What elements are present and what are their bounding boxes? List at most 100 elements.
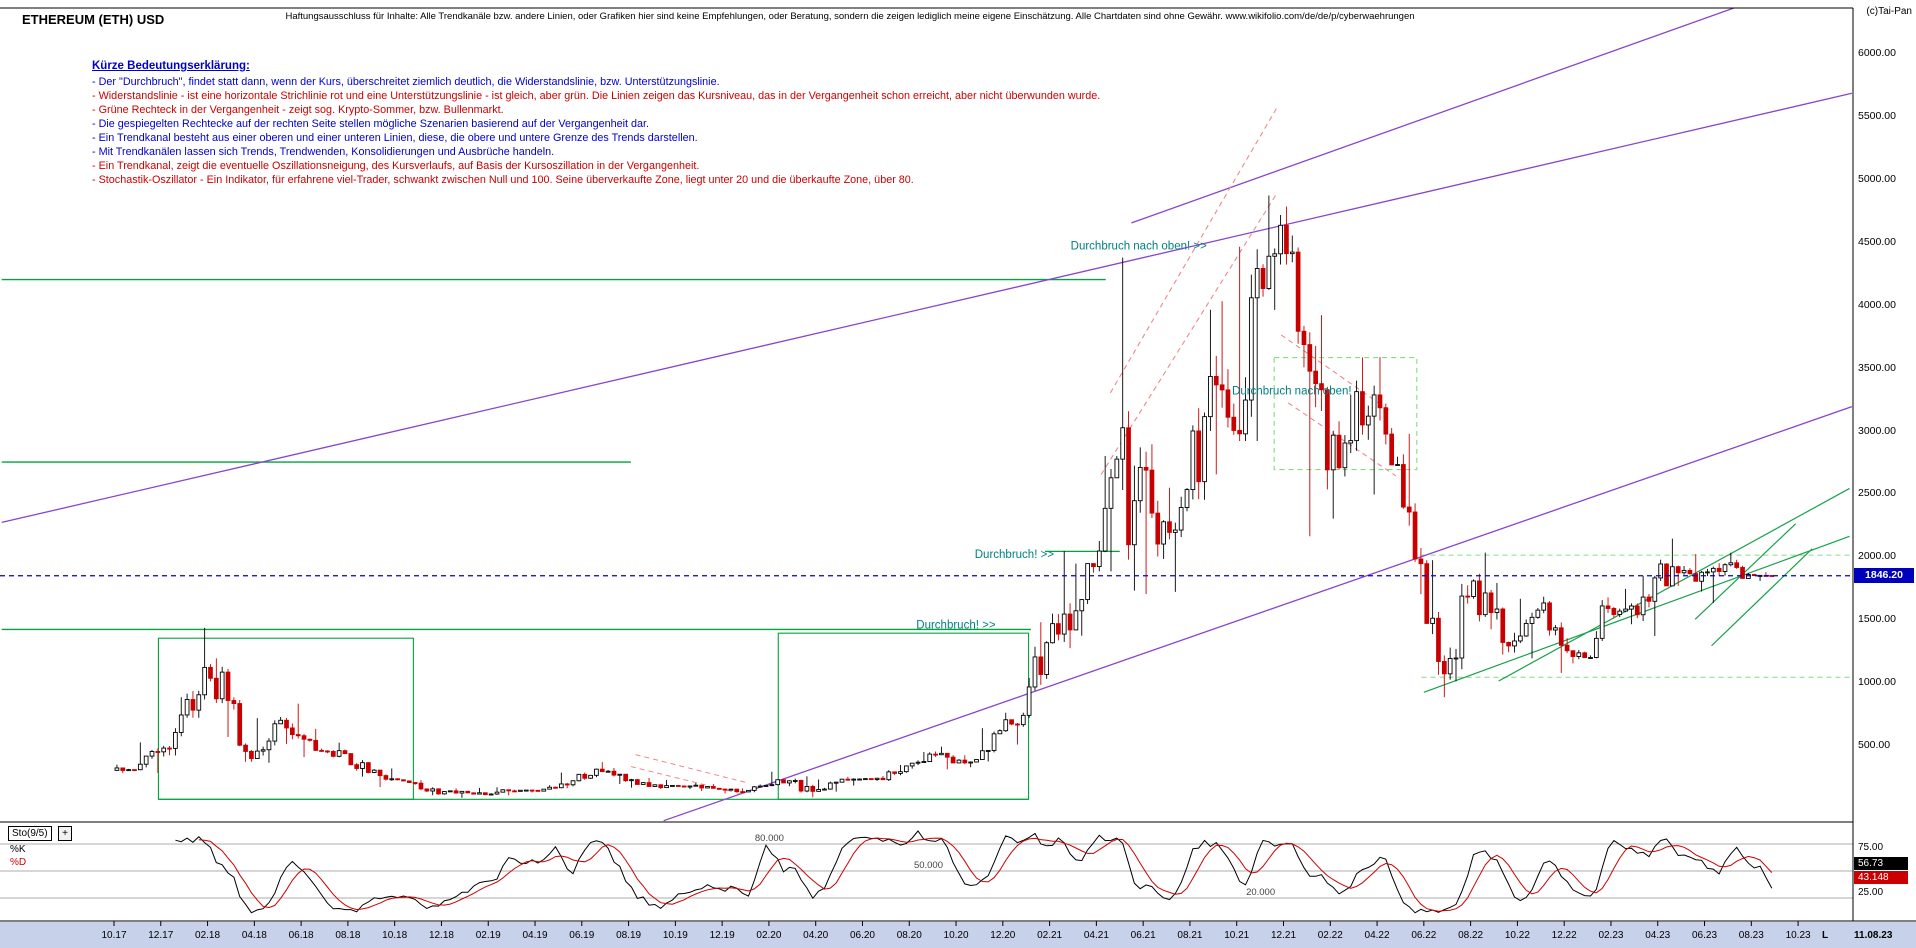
scenario-box bbox=[157, 637, 414, 800]
date-tick-label: 12.18 bbox=[428, 930, 454, 941]
date-tick-label: 04.18 bbox=[241, 930, 267, 941]
legend-line: - Der "Durchbruch", findet statt dann, w… bbox=[92, 76, 720, 88]
price-tick-label: 5000.00 bbox=[1858, 172, 1896, 185]
date-tick-label: 04.22 bbox=[1364, 930, 1390, 941]
stoch-d-value-badge: 43.148 bbox=[1854, 871, 1908, 884]
date-tick-label: 02.19 bbox=[475, 930, 501, 941]
legend-line: - Widerstandslinie - ist eine horizontal… bbox=[92, 90, 1101, 102]
date-tick-label: 06.22 bbox=[1411, 930, 1437, 941]
breakout-annotation: Durchbruch! >> bbox=[916, 619, 996, 631]
date-tick-label: 12.21 bbox=[1270, 930, 1297, 941]
date-tick-label: 08.21 bbox=[1177, 930, 1203, 941]
price-tick-label: 4000.00 bbox=[1858, 298, 1896, 311]
scenario-box bbox=[777, 632, 1030, 800]
candlestick-series bbox=[114, 195, 1775, 798]
date-tick-label: 02.20 bbox=[756, 930, 782, 941]
stoch-d-line bbox=[198, 837, 1773, 912]
date-tick-label: 02.22 bbox=[1317, 930, 1343, 941]
price-tick-label: 4500.00 bbox=[1858, 235, 1896, 248]
stochastic-indicator-button[interactable]: Sto(9/5) bbox=[8, 826, 52, 841]
date-tick-label: 04.21 bbox=[1083, 930, 1109, 941]
instrument-title: ETHEREUM (ETH) USD bbox=[22, 12, 165, 27]
scenario-box bbox=[1273, 357, 1418, 471]
date-tick-label: 08.20 bbox=[896, 930, 922, 941]
legend-title: Kürze Bedeutungserklärung: bbox=[92, 60, 250, 72]
date-tick-label: 10.18 bbox=[382, 930, 408, 941]
stoch-level-label: 20.000 bbox=[1246, 887, 1276, 898]
stoch-level-label: 80.000 bbox=[754, 833, 784, 844]
trend-line bbox=[635, 754, 748, 784]
breakout-annotation: Durchbruch nach oben! >> bbox=[1071, 241, 1207, 253]
date-tick-label: 04.23 bbox=[1645, 930, 1671, 941]
last-date-label: 11.08.23 bbox=[1854, 930, 1893, 941]
date-tick-label: 10.17 bbox=[101, 930, 127, 941]
date-tick-label: 08.22 bbox=[1458, 930, 1484, 941]
trend-line bbox=[663, 406, 1853, 822]
price-tick-label: 6000.00 bbox=[1858, 47, 1896, 59]
price-tick-label: 500.00 bbox=[1858, 739, 1891, 752]
date-tick-label: 10.21 bbox=[1224, 930, 1250, 941]
date-tick-label: 10.23 bbox=[1785, 930, 1811, 941]
legend-line: - Mit Trendkanälen lassen sich Trends, T… bbox=[92, 146, 555, 158]
add-indicator-button[interactable]: + bbox=[58, 826, 72, 841]
main-plot-layer: Durchbruch nach oben! >> Durchbruch nach … bbox=[1, 8, 1853, 822]
date-tick-label: 10.22 bbox=[1504, 930, 1530, 941]
price-tick-label: 3000.00 bbox=[1858, 424, 1896, 437]
trend-line bbox=[1131, 8, 1736, 224]
date-tick-label: 02.23 bbox=[1598, 930, 1624, 941]
stoch-k-value-badge: 56.73 bbox=[1854, 857, 1908, 870]
stoch-k-label: %K bbox=[10, 844, 26, 855]
trend-line bbox=[1109, 108, 1277, 394]
date-tick-label: 12.19 bbox=[709, 930, 735, 941]
trend-line bbox=[1, 92, 1853, 524]
stoch-level-label: 50.000 bbox=[913, 860, 943, 871]
stoch-k-line bbox=[175, 830, 1773, 914]
current-price-badge: 1846.20 bbox=[1854, 568, 1914, 584]
date-tick-label: 02.21 bbox=[1037, 930, 1063, 941]
date-tick-label: 08.23 bbox=[1738, 930, 1764, 941]
price-tick-label: 1000.00 bbox=[1858, 676, 1896, 689]
legend-line: - Die gespiegelten Rechtecke auf der rec… bbox=[92, 118, 649, 130]
legend-line: - Ein Trendkanal, zeigt die eventuelle O… bbox=[92, 160, 700, 172]
price-tick-label: 2500.00 bbox=[1858, 487, 1896, 500]
date-tick-label: 06.23 bbox=[1692, 930, 1718, 941]
date-tick-label: 02.18 bbox=[195, 930, 221, 941]
date-tick-label: 12.17 bbox=[148, 930, 174, 941]
trend-line bbox=[1711, 548, 1813, 647]
date-tick-label: 12.22 bbox=[1551, 930, 1577, 941]
legend-line: - Grüne Rechteck in der Vergangenheit - … bbox=[92, 104, 504, 116]
price-tick-label: 5500.00 bbox=[1858, 109, 1896, 122]
trend-line bbox=[630, 766, 744, 795]
copyright-label: (c)Tai-Pan bbox=[1866, 6, 1912, 17]
date-tick-label: 06.20 bbox=[849, 930, 875, 941]
date-tick-label: 08.19 bbox=[616, 930, 642, 941]
date-axis-strip bbox=[0, 922, 1916, 948]
price-tick-label: 3500.00 bbox=[1858, 361, 1896, 374]
stoch-axis-75: 75.00 bbox=[1858, 842, 1884, 853]
date-tick-label: 10.20 bbox=[943, 930, 969, 941]
trend-line bbox=[1287, 402, 1397, 477]
scale-indicator[interactable]: L bbox=[1822, 930, 1829, 941]
disclaimer-text: Haftungsausschluss für Inhalte: Alle Tre… bbox=[285, 11, 1415, 22]
legend-line: - Stochastik-Oszillator - Ein Indikator,… bbox=[92, 174, 914, 186]
date-tick-label: 04.19 bbox=[522, 930, 548, 941]
trend-line bbox=[1694, 523, 1797, 620]
date-tick-label: 06.19 bbox=[569, 930, 595, 941]
date-tick-label: 08.18 bbox=[335, 930, 361, 941]
legend-lines: - Der "Durchbruch", findet statt dann, w… bbox=[92, 75, 1100, 187]
breakout-annotation: Durchbruch nach oben! bbox=[1232, 385, 1352, 397]
date-tick-label: 06.18 bbox=[288, 930, 314, 941]
oscillator-layer bbox=[0, 830, 1853, 914]
stoch-axis-25: 25.00 bbox=[1858, 887, 1884, 898]
legend-line: - Ein Trendkanal besteht aus einer obere… bbox=[92, 132, 698, 144]
date-tick-label: 06.21 bbox=[1130, 930, 1156, 941]
date-tick-label: 04.20 bbox=[803, 930, 829, 941]
date-tick-label: 12.20 bbox=[990, 930, 1016, 941]
breakout-annotation: Durchbruch! >> bbox=[975, 549, 1055, 561]
price-tick-label: 2000.00 bbox=[1858, 550, 1896, 563]
stoch-d-label: %D bbox=[10, 857, 27, 868]
price-tick-label: 1500.00 bbox=[1858, 613, 1896, 626]
date-tick-label: 10.19 bbox=[662, 930, 688, 941]
